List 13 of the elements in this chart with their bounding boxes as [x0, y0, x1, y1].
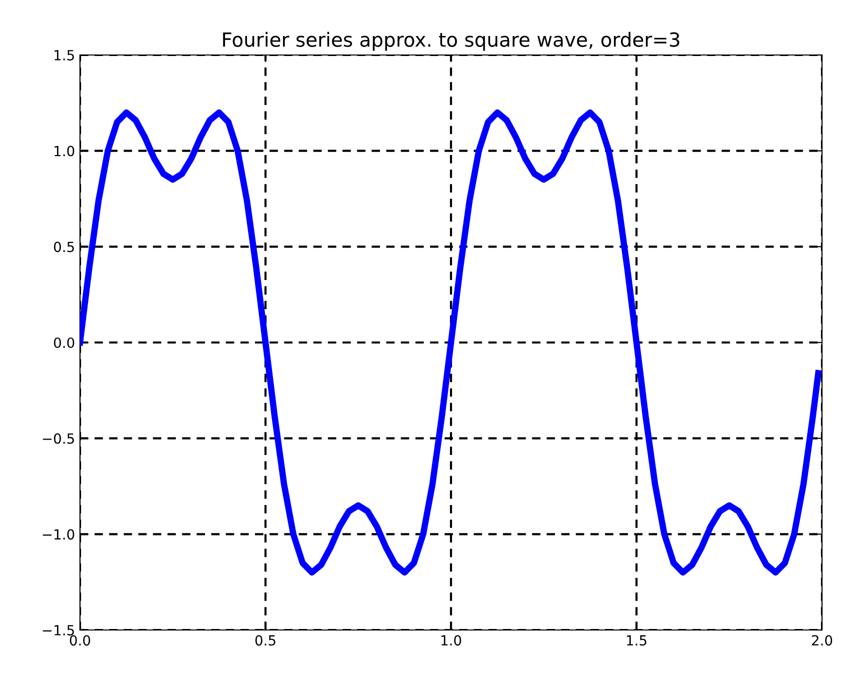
x-tick-label: 1.5 [626, 635, 646, 646]
y-tick-label: −1.0 [42, 529, 74, 540]
x-tick-label: 2.0 [812, 635, 832, 646]
y-tick-label: −1.5 [42, 625, 74, 636]
y-tick-label: 0.5 [54, 242, 74, 252]
chart-title: Fourier series approx. to square wave, order=3 [223, 32, 680, 51]
y-tick-label: −0.5 [42, 433, 74, 444]
y-tick-label: 1.0 [54, 146, 74, 156]
y-tick-label: 1.5 [54, 50, 74, 60]
x-tick-label: 1.0 [441, 635, 462, 646]
x-tick-label: 0.5 [255, 635, 276, 646]
y-tick-label: 0.0 [54, 337, 74, 348]
x-tick-label: 0.0 [70, 635, 90, 646]
